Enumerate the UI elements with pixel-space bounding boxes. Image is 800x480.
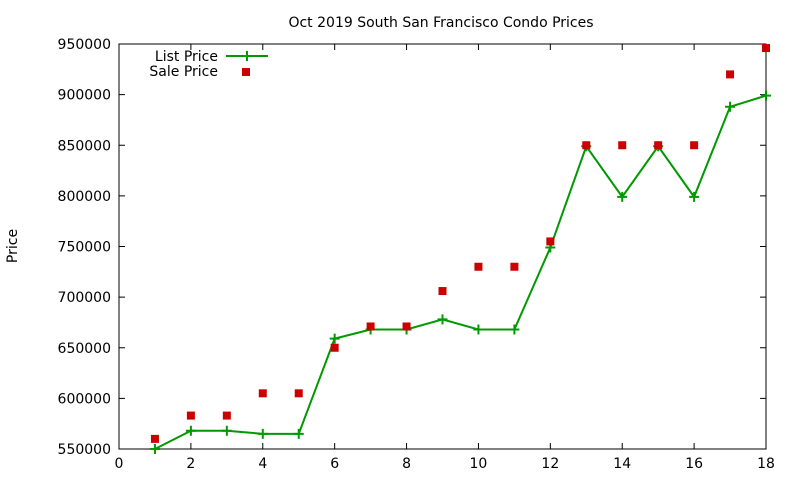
x-tick-label: 0 bbox=[115, 456, 124, 472]
list-price-point bbox=[257, 428, 268, 439]
list-price-point bbox=[437, 314, 448, 325]
sale-price-point bbox=[726, 70, 735, 79]
list-price-point bbox=[185, 425, 196, 436]
sale-price-point bbox=[762, 44, 770, 53]
legend-marker-list-price bbox=[242, 51, 252, 61]
x-tick-label: 12 bbox=[541, 456, 559, 472]
x-tick-label: 6 bbox=[330, 456, 339, 472]
sale-price-point bbox=[150, 434, 159, 443]
x-tick-label: 16 bbox=[685, 456, 703, 472]
sale-price-point bbox=[474, 262, 483, 271]
list-price-point bbox=[617, 191, 628, 202]
x-tick-label: 10 bbox=[470, 456, 488, 472]
axes: 0 2 4 6 8 10 12 14 16 18 550000 600000 650000 700000 7… bbox=[58, 37, 775, 472]
list-price-point bbox=[293, 428, 304, 439]
sale-price-point bbox=[618, 141, 627, 150]
y-tick-label: 550000 bbox=[58, 442, 111, 458]
sale-price-point bbox=[222, 411, 231, 420]
x-tick-label: 4 bbox=[258, 456, 267, 472]
list-price-point bbox=[761, 90, 771, 101]
x-tick-label: 8 bbox=[402, 456, 411, 472]
y-tick-label: 850000 bbox=[58, 138, 111, 154]
x-tick-label: 2 bbox=[186, 456, 195, 472]
y-tick-label: 950000 bbox=[58, 37, 111, 53]
list-price-point bbox=[329, 333, 340, 344]
sale-price-point bbox=[258, 389, 267, 398]
legend: List Price Sale Price bbox=[149, 49, 268, 80]
y-tick-label: 650000 bbox=[58, 341, 111, 357]
x-tick-label: 18 bbox=[757, 456, 775, 472]
x-tick-label: 14 bbox=[613, 456, 631, 472]
chart-title: Oct 2019 South San Francisco Condo Price… bbox=[288, 15, 593, 31]
sale-price-point bbox=[510, 262, 519, 271]
sale-price-point bbox=[186, 411, 195, 420]
y-tick-label: 700000 bbox=[58, 290, 111, 306]
list-price-point bbox=[689, 191, 700, 202]
sale-price-point bbox=[294, 389, 303, 398]
y-tick-label: 900000 bbox=[58, 88, 111, 104]
list-price-point bbox=[473, 324, 484, 335]
y-tick-label: 750000 bbox=[58, 240, 111, 256]
series-layer bbox=[149, 44, 771, 454]
sale-price-point bbox=[546, 237, 555, 246]
list-price-point bbox=[509, 324, 520, 335]
legend-marker-sale-price bbox=[242, 68, 250, 76]
sale-price-point bbox=[582, 141, 591, 150]
list-price-point bbox=[221, 425, 232, 436]
sale-price-point bbox=[438, 287, 447, 296]
y-tick-label: 600000 bbox=[58, 391, 111, 407]
legend-label-list-price: List Price bbox=[155, 49, 218, 65]
list-price-point bbox=[149, 444, 160, 454]
sale-price-point bbox=[690, 141, 699, 150]
legend-label-sale-price: Sale Price bbox=[149, 64, 218, 80]
list-price-point bbox=[725, 101, 736, 112]
sale-price-point bbox=[366, 322, 375, 331]
sale-price-point bbox=[330, 343, 339, 352]
series-line-list-price bbox=[154, 94, 767, 450]
sale-price-point bbox=[654, 141, 663, 150]
y-axis-label: Price bbox=[5, 229, 21, 263]
y-tick-label: 800000 bbox=[58, 189, 111, 205]
sale-price-point bbox=[402, 322, 411, 331]
